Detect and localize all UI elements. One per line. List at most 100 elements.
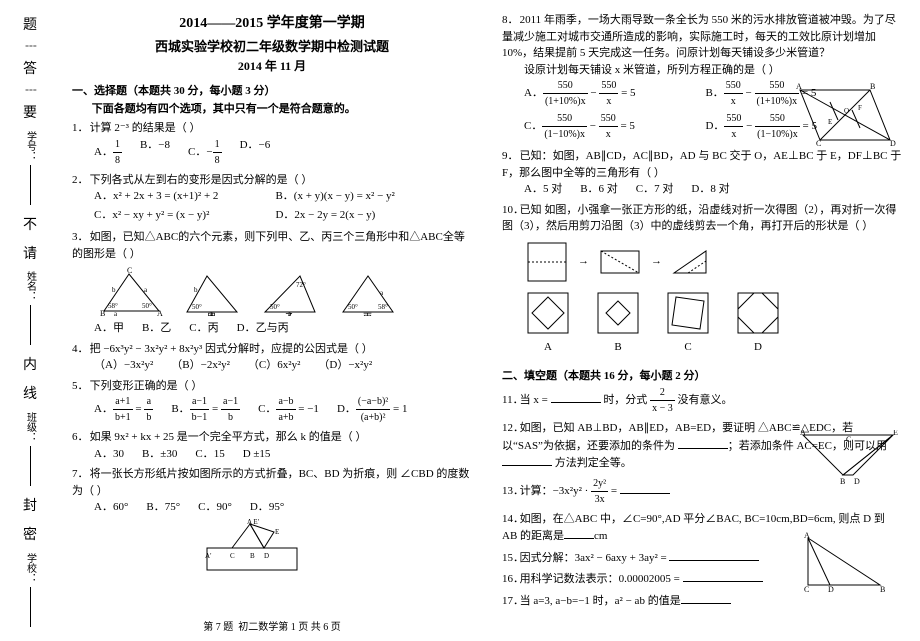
fold-sequence: → →	[524, 239, 902, 285]
binding-field: 姓名：	[23, 271, 38, 345]
svg-text:58°: 58°	[108, 302, 118, 310]
question-6: 6．如果 9x² + kx + 25 是一个完全平方式，那么 k 的值是（ ） …	[72, 429, 472, 462]
svg-text:B: B	[250, 552, 255, 560]
svg-text:A: A	[796, 82, 802, 91]
section-a-heading: 一、选择题（本题共 30 分，每小题 3 分）	[72, 82, 472, 98]
triangle-yi-icon: 50°72° 乙a	[260, 270, 320, 316]
triangle-abe-icon: A E BD C	[798, 430, 898, 490]
binding-char: 封	[23, 495, 37, 515]
triangle-right-icon: A C D B	[800, 530, 890, 600]
opt-a: A．a+1b+1 = ab	[94, 394, 153, 425]
exam-subtitle: 西城实验学校初二年级数学期中检测试题	[72, 36, 472, 55]
opt-a: （A）−3x²y²	[94, 357, 153, 374]
opt-c: C．丙	[189, 320, 218, 337]
arrow-icon: →	[578, 253, 589, 270]
binding-field: 学号：	[23, 131, 38, 205]
opt-c: C．x² − xy + y² = (x − y)²	[94, 207, 275, 224]
triangle-abc-icon: BAC 58°50° aab	[94, 266, 164, 316]
svg-text:C: C	[816, 139, 821, 148]
svg-text:E: E	[893, 430, 898, 437]
opt-a: A．60°	[94, 499, 128, 516]
question-1: 1．计算 2⁻³ 的结果是（ ） A．18 B．−8 C．−18 D．−6	[72, 120, 472, 168]
opt-b: B．75°	[146, 499, 180, 516]
fold-figure: A′ A E′ E C B D	[202, 518, 472, 574]
svg-text:A′: A′	[205, 552, 212, 560]
opt-b: B．a−1b−1 = a−1b	[171, 394, 240, 425]
svg-text:D: D	[828, 585, 834, 594]
svg-text:A E′: A E′	[247, 518, 260, 526]
opt-b: （B）−2x²y²	[171, 357, 230, 374]
opt-d: D ±15	[243, 446, 271, 463]
svg-text:a: a	[144, 286, 148, 294]
opt-label: C	[664, 339, 712, 356]
question-2: 2．下列各式从左到右的变形是因式分解的是（ ） A．x² + 2x + 3 = …	[72, 172, 472, 226]
binding-char: 答	[23, 58, 37, 78]
svg-text:B: B	[880, 585, 885, 594]
opt-label: D	[734, 339, 782, 356]
opt-c: C．7 对	[636, 181, 674, 198]
svg-text:A: A	[157, 309, 163, 316]
opt-d: D．(−a−b)²(a+b)² = 1	[337, 394, 408, 425]
svg-text:B: B	[840, 477, 845, 486]
svg-text:F: F	[858, 104, 862, 112]
opt-d: D．8 对	[691, 181, 729, 198]
svg-text:50°: 50°	[192, 303, 202, 311]
svg-text:C: C	[127, 266, 132, 275]
svg-text:a: a	[380, 289, 384, 297]
binding-field: 班级：	[23, 412, 38, 486]
opt-a: A．30	[94, 446, 124, 463]
opt-a: A．甲	[94, 320, 124, 337]
fold-options	[524, 289, 902, 337]
section-b-heading: 二、填空题（本题共 16 分，每小题 2 分）	[502, 367, 902, 383]
question-3: 3．如图，已知△ABC的六个元素，则下列甲、乙、丙三个三角形中和△ABC全等的图…	[72, 229, 472, 337]
svg-text:A: A	[800, 430, 806, 437]
opt-d: D．2x − 2y = 2(x − y)	[275, 207, 456, 224]
opt-b: B．(x + y)(x − y) = x² − y²	[275, 188, 456, 205]
binding-char: 请	[23, 243, 37, 263]
opt-b: B．−8	[140, 137, 170, 168]
question-7: 7．将一张长方形纸片按如图所示的方式折叠，BC、BD 为折痕，则 ∠CBD 的度…	[72, 466, 472, 574]
svg-text:B: B	[100, 309, 105, 316]
binding-char: 线	[23, 383, 37, 403]
opt-a: A．18	[94, 137, 122, 168]
binding-field: ┆	[25, 87, 36, 93]
svg-text:D: D	[264, 552, 269, 560]
opt-c: C．90°	[198, 499, 232, 516]
opt-b: B．乙	[142, 320, 171, 337]
triangle-jia-icon: 50°甲 ab	[182, 270, 242, 316]
exam-date: 2014 年 11 月	[72, 57, 472, 74]
svg-text:50°: 50°	[348, 303, 358, 311]
svg-text:D: D	[890, 139, 896, 148]
arrow-icon: →	[651, 253, 662, 270]
parallelogram-figure-icon: A B D C O E F	[790, 80, 900, 152]
binding-char: 题	[23, 14, 37, 34]
opt-label: A	[524, 339, 572, 356]
svg-text:C: C	[804, 585, 809, 594]
section-a-note: 下面各题均有四个选项，其中只有一个是符合题意的。	[92, 100, 472, 116]
opt-label: B	[594, 339, 642, 356]
opt-a: A．550(1+10%)x − 550x = 5	[524, 78, 705, 109]
right-column: 8．2011 年雨季，一场大雨导致一条全长为 550 米的污水排放管道被冲毁。为…	[490, 0, 920, 641]
opt-b: B．6 对	[580, 181, 618, 198]
svg-text:72°: 72°	[296, 281, 306, 289]
triangle-diagram-row: BAC 58°50° aab 50°甲 ab 50°72° 乙a 50°58° …	[94, 266, 472, 316]
svg-text:b: b	[112, 286, 116, 294]
exam-title: 2014——2015 学年度第一学期	[72, 12, 472, 32]
svg-text:50°: 50°	[142, 302, 152, 310]
binding-char: 要	[23, 102, 37, 122]
opt-c: C．550(1−10%)x − 550x = 5	[524, 111, 705, 142]
question-4: 4．把 −6x³y² − 3x²y² + 8x²y³ 因式分解时，应提的公因式是…	[72, 341, 472, 374]
svg-text:C: C	[846, 435, 851, 444]
question-11: 11．当 x = 时，分式 2x − 3 没有意义。	[502, 385, 902, 416]
svg-text:B: B	[870, 82, 875, 91]
opt-a: A．x² + 2x + 3 = (x+1)² + 2	[94, 188, 275, 205]
svg-text:O: O	[844, 107, 849, 115]
page-footer: 第 7 题 初二数学第 1 页 共 6 页	[72, 618, 472, 633]
svg-text:E: E	[828, 118, 832, 126]
binding-field: ┆	[25, 43, 36, 49]
question-10: 10．已知 如图，小强拿一张正方形的纸，沿虚线对折一次得图（2），再对折一次得图…	[502, 202, 902, 360]
opt-d: D．乙与丙	[237, 320, 289, 337]
binding-char: 密	[23, 524, 37, 544]
svg-text:D: D	[854, 477, 860, 486]
opt-c: （C）6x²y²	[248, 357, 300, 374]
